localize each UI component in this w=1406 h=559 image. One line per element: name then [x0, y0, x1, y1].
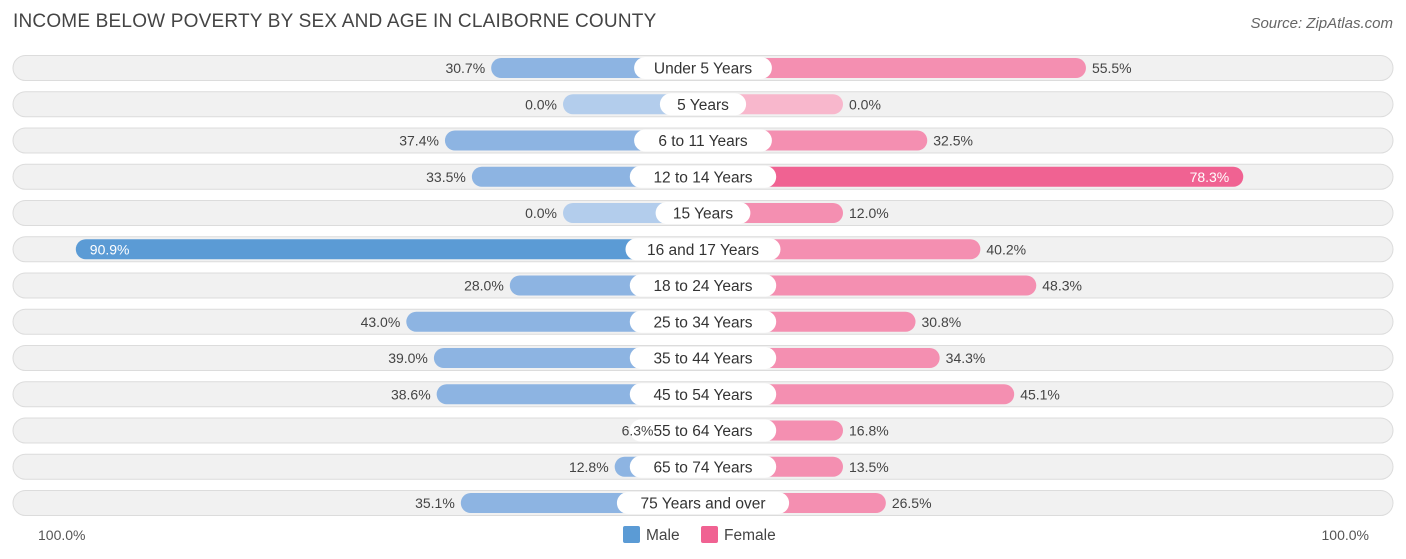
- row-12-to-14-years: 12 to 14 Years 33.5% 78.3%: [12, 163, 1394, 190]
- category-label-55-to-64-years: 55 to 64 Years: [653, 423, 752, 440]
- category-label-box: [629, 347, 777, 369]
- row-under-5-years: Under 5 Years 30.7% 55.5%: [12, 55, 1394, 81]
- female-value-under-5-years: 55.5%: [1092, 60, 1132, 76]
- female-value-15-years: 12.0%: [849, 205, 889, 221]
- legend: Male Female: [623, 526, 776, 544]
- female-value-6-to-11-years: 32.5%: [933, 133, 973, 149]
- male-value-5-years: 0.0%: [525, 96, 557, 112]
- category-label-box: [634, 57, 772, 79]
- category-label-box: [629, 419, 777, 442]
- category-label-under-5-years: Under 5 Years: [654, 61, 752, 78]
- row-15-years: 15 Years 0.0% 12.0%: [12, 200, 1394, 226]
- category-label-box: [616, 492, 790, 514]
- male-value-45-to-54-years: 38.6%: [391, 386, 431, 402]
- male-value-under-5-years: 30.7%: [445, 60, 485, 76]
- female-value-65-to-74-years: 13.5%: [849, 459, 889, 475]
- row-65-to-74-years: 65 to 74 Years 12.8% 13.5%: [12, 453, 1394, 480]
- category-label-box: [659, 93, 747, 116]
- male-bar-25-to-34-years: [406, 311, 703, 332]
- category-label-box: [625, 238, 781, 261]
- row-45-to-54-years: 45 to 54 Years 38.6% 45.1%: [12, 381, 1394, 408]
- male-value-25-to-34-years: 43.0%: [361, 314, 401, 330]
- female-value-55-to-64-years: 16.8%: [849, 423, 889, 439]
- category-label-25-to-34-years: 25 to 34 Years: [653, 314, 752, 331]
- row-18-to-24-years: 18 to 24 Years 28.0% 48.3%: [12, 272, 1394, 299]
- category-label-18-to-24-years: 18 to 24 Years: [653, 278, 752, 295]
- male-value-75-years-and-over: 35.1%: [415, 495, 455, 511]
- female-value-25-to-34-years: 30.8%: [922, 314, 962, 330]
- female-bar-18-to-24-years: [703, 275, 1037, 296]
- category-label-45-to-54-years: 45 to 54 Years: [653, 387, 752, 404]
- category-label-box: [629, 274, 777, 297]
- male-value-12-to-14-years: 33.5%: [426, 169, 466, 185]
- female-value-35-to-44-years: 34.3%: [946, 350, 986, 366]
- female-value-5-years: 0.0%: [849, 96, 881, 112]
- legend-label-female: Female: [724, 527, 776, 544]
- row-6-to-11-years: 6 to 11 Years 37.4% 32.5%: [12, 127, 1394, 154]
- female-value-18-to-24-years: 48.3%: [1042, 278, 1082, 294]
- chart-source: Source: ZipAtlas.com: [1250, 15, 1393, 32]
- male-bar-16-and-17-years: [75, 239, 704, 260]
- category-label-6-to-11-years: 6 to 11 Years: [658, 133, 748, 150]
- male-value-35-to-44-years: 39.0%: [388, 350, 428, 366]
- row-25-to-34-years: 25 to 34 Years 43.0% 30.8%: [12, 308, 1394, 335]
- row-16-and-17-years: 16 and 17 Years 90.9% 40.2%: [12, 236, 1394, 263]
- female-value-16-and-17-years: 40.2%: [986, 241, 1026, 257]
- category-label-35-to-44-years: 35 to 44 Years: [653, 351, 752, 368]
- legend-swatch-female: [701, 526, 718, 543]
- row-35-to-44-years: 35 to 44 Years 39.0% 34.3%: [12, 345, 1394, 371]
- female-value-12-to-14-years: 78.3%: [1190, 169, 1230, 185]
- chart-title: INCOME BELOW POVERTY BY SEX AND AGE IN C…: [13, 11, 657, 32]
- category-label-box: [634, 129, 772, 152]
- female-value-45-to-54-years: 45.1%: [1020, 386, 1060, 402]
- category-label-box: [629, 455, 777, 478]
- axis-max-label: 100.0%: [1322, 527, 1369, 543]
- male-value-65-to-74-years: 12.8%: [569, 459, 609, 475]
- category-label-75-years-and-over: 75 Years and over: [641, 496, 766, 513]
- category-label-box: [629, 165, 777, 188]
- female-value-75-years-and-over: 26.5%: [892, 495, 932, 511]
- axis-min-label: 100.0%: [38, 527, 85, 543]
- category-label-15-years: 15 Years: [673, 206, 734, 223]
- row-75-years-and-over: 75 Years and over 35.1% 26.5%: [12, 490, 1394, 516]
- category-label-65-to-74-years: 65 to 74 Years: [653, 459, 752, 476]
- male-value-16-and-17-years: 90.9%: [90, 241, 130, 257]
- male-value-18-to-24-years: 28.0%: [464, 278, 504, 294]
- category-label-box: [629, 310, 777, 333]
- female-bar-12-to-14-years: [703, 166, 1244, 187]
- category-label-16-and-17-years: 16 and 17 Years: [647, 242, 759, 259]
- female-bar-45-to-54-years: [703, 384, 1015, 405]
- category-label-box: [655, 202, 751, 224]
- row-5-years: 5 Years 0.0% 0.0%: [12, 91, 1394, 118]
- category-label-12-to-14-years: 12 to 14 Years: [653, 169, 752, 186]
- legend-swatch-male: [623, 526, 640, 543]
- male-value-6-to-11-years: 37.4%: [399, 133, 439, 149]
- legend-label-male: Male: [646, 527, 680, 544]
- category-label-box: [629, 383, 777, 406]
- male-value-15-years: 0.0%: [525, 205, 557, 221]
- male-value-55-to-64-years: 6.3%: [622, 423, 654, 439]
- female-bar-under-5-years: [703, 58, 1086, 78]
- category-label-5-years: 5 Years: [677, 97, 729, 114]
